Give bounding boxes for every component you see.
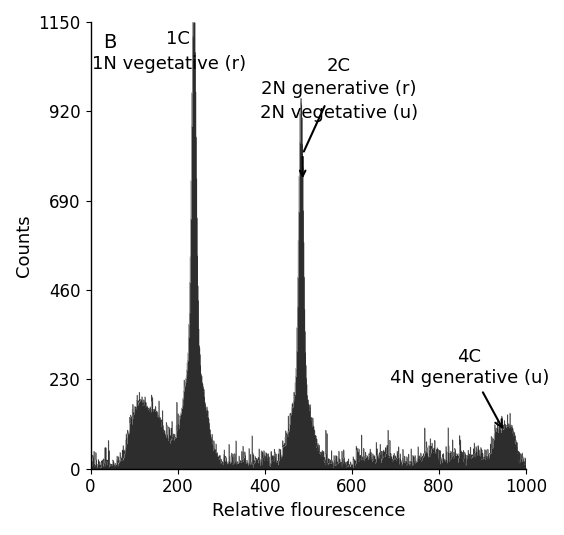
- Text: 2N generative (r): 2N generative (r): [261, 80, 417, 98]
- Text: 2N vegetative (u): 2N vegetative (u): [260, 104, 418, 121]
- Text: B: B: [104, 33, 117, 52]
- Text: 4C
4N generative (u): 4C 4N generative (u): [390, 348, 549, 427]
- Text: 2C: 2C: [327, 57, 351, 75]
- Y-axis label: Counts: Counts: [15, 214, 33, 277]
- Text: 1C: 1C: [166, 30, 190, 48]
- X-axis label: Relative flourescence: Relative flourescence: [212, 502, 405, 520]
- Text: 1N vegetative (r): 1N vegetative (r): [92, 55, 246, 73]
